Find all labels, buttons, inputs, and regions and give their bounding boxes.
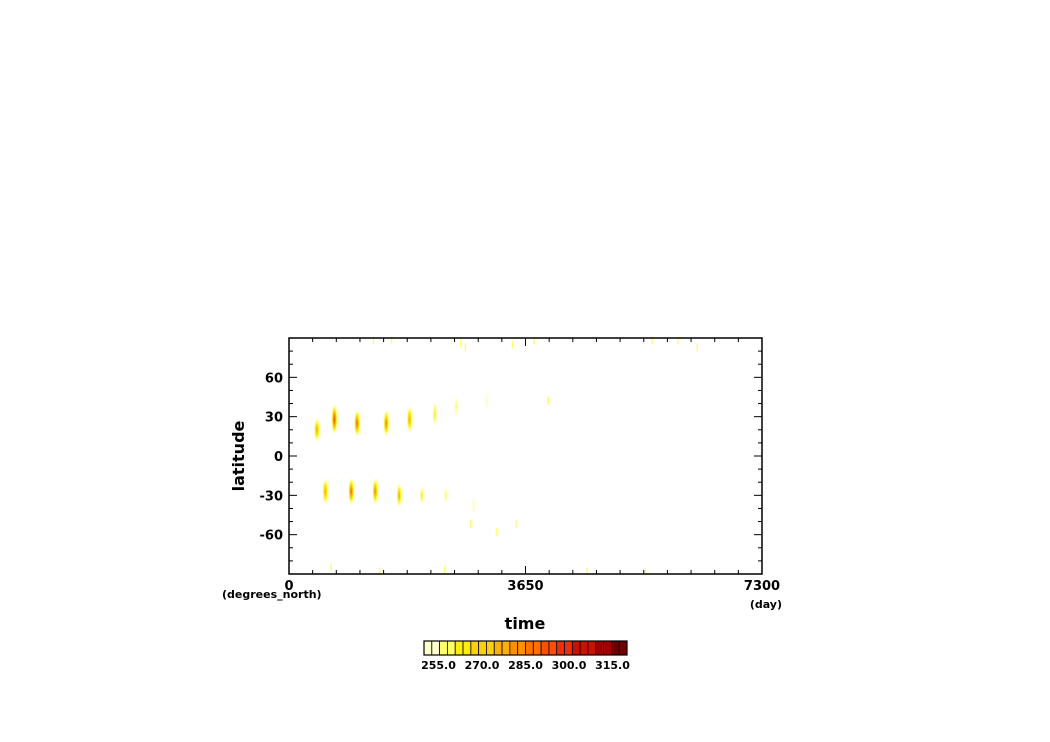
heat-speck xyxy=(443,566,446,575)
heat-speck xyxy=(464,343,467,352)
colorbar-swatch xyxy=(439,640,448,656)
x-tick-label: 7300 xyxy=(744,579,780,594)
heat-blob-12 xyxy=(419,486,424,505)
colorbar-swatch xyxy=(564,640,573,656)
heat-speck xyxy=(651,336,653,345)
colorbar-label: 285.0 xyxy=(508,659,543,672)
plot-background xyxy=(289,338,762,574)
colorbar-frame xyxy=(423,640,628,656)
heat-speck xyxy=(460,339,462,348)
heat-level xyxy=(374,489,376,494)
heat-blob-2 xyxy=(354,410,360,437)
heat-level xyxy=(421,492,423,499)
colorbar-swatch xyxy=(493,640,503,656)
colorbar-swatch xyxy=(517,640,526,656)
heatmap-marks xyxy=(313,336,699,576)
plot-area: -60 -30 0 30 60 0 3650 7300 xyxy=(260,336,780,594)
colorbar-swatch xyxy=(501,640,511,656)
heat-blob-8 xyxy=(322,478,329,505)
heat-blob-5 xyxy=(432,402,437,426)
heat-blob-0 xyxy=(313,417,320,442)
colorbar-swatch xyxy=(548,640,558,656)
colorbar-swatch xyxy=(618,640,628,656)
colorbar-swatch xyxy=(423,640,433,656)
heat-blob-3 xyxy=(383,410,390,437)
heat-level xyxy=(324,488,326,495)
heat-level xyxy=(316,427,318,433)
colorbar-swatch xyxy=(579,640,589,656)
y-tick-label: -60 xyxy=(260,529,284,544)
colorbar-swatch xyxy=(587,640,597,656)
heat-speck xyxy=(515,520,517,529)
heat-speck xyxy=(372,336,375,345)
heat-speck xyxy=(330,563,332,572)
colorbar-swatch xyxy=(447,640,456,656)
colorbar: 255.0 270.0 285.0 300.0 315.0 xyxy=(421,640,630,672)
colorbar-swatch xyxy=(571,640,581,656)
colorbar-label: 270.0 xyxy=(465,659,500,672)
heat-speck xyxy=(644,567,647,576)
colorbar-swatch xyxy=(462,640,472,656)
heat-blob-14 xyxy=(472,497,475,514)
colorbar-swatch xyxy=(454,640,464,656)
heat-level xyxy=(356,421,358,426)
y-axis-units: (degrees_north) xyxy=(222,588,322,601)
colorbar-swatch xyxy=(610,640,620,656)
colorbar-label: 315.0 xyxy=(595,659,630,672)
heat-level xyxy=(398,492,400,498)
heat-level xyxy=(485,394,488,408)
y-tick-label: 0 xyxy=(274,450,283,465)
y-tick-label: 30 xyxy=(265,411,283,426)
colorbar-label: 300.0 xyxy=(552,659,587,672)
x-axis-units: (day) xyxy=(750,598,782,611)
heat-speck xyxy=(379,567,381,576)
y-axis-title: latitude xyxy=(229,420,248,491)
heat-blob-10 xyxy=(372,478,379,505)
heat-blob-1 xyxy=(331,404,338,434)
colorbar-swatch xyxy=(556,640,565,656)
colorbar-label: 255.0 xyxy=(421,659,456,672)
heat-level xyxy=(472,497,475,514)
heat-speck xyxy=(586,567,588,576)
colorbar-swatch xyxy=(509,640,519,656)
colorbar-swatch xyxy=(525,640,534,656)
colorbar-swatch xyxy=(540,640,550,656)
colorbar-swatch xyxy=(478,640,487,656)
heat-speck xyxy=(390,336,393,345)
y-tick-label: 60 xyxy=(265,371,283,386)
heat-blob-4 xyxy=(406,406,413,433)
heat-level xyxy=(333,417,335,422)
colorbar-swatch xyxy=(470,640,480,656)
heat-level xyxy=(350,489,352,494)
x-axis-title: time xyxy=(505,614,546,633)
heat-blob-13 xyxy=(444,487,448,504)
heat-speck xyxy=(469,520,472,529)
colorbar-swatch xyxy=(532,640,542,656)
colorbar-swatch xyxy=(603,640,612,656)
heat-blob-9 xyxy=(348,478,355,505)
heat-speck xyxy=(495,528,498,537)
heat-speck xyxy=(511,340,514,349)
heat-blob-6 xyxy=(454,397,458,416)
heat-speck xyxy=(696,343,699,352)
heat-blob-11 xyxy=(396,483,402,508)
colorbar-swatch xyxy=(431,640,441,656)
heat-level xyxy=(408,416,411,422)
heat-speck xyxy=(533,336,535,345)
heat-level xyxy=(385,421,387,426)
colorbar-swatch xyxy=(595,640,604,656)
x-tick-label: 3650 xyxy=(507,579,543,594)
heat-level xyxy=(434,410,436,418)
heat-blob-7 xyxy=(485,394,488,408)
y-tick-label: -30 xyxy=(260,489,284,504)
heat-speck xyxy=(547,396,549,405)
x-tick-label: 0 xyxy=(284,579,293,594)
heat-level xyxy=(455,401,457,411)
heat-speck xyxy=(677,336,679,345)
axis-ticks: -60 -30 0 30 60 0 3650 7300 xyxy=(260,338,780,594)
heat-level xyxy=(444,491,447,500)
colorbar-swatch xyxy=(486,640,495,656)
